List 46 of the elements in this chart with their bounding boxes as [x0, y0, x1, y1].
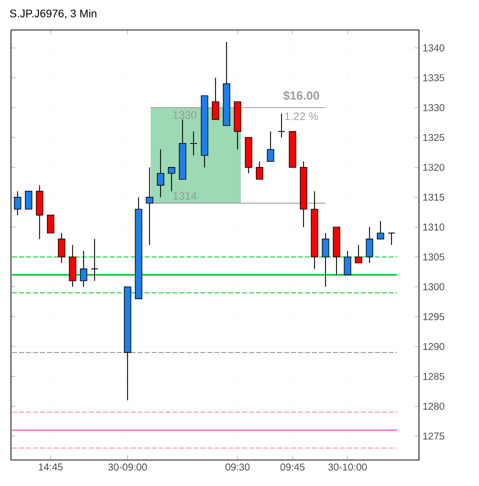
- y-tick-label: 1310: [423, 224, 444, 231]
- y-tick-label: 1275: [423, 432, 444, 440]
- candlestick: [156, 148, 164, 198]
- candlestick: [46, 214, 54, 234]
- annotation: 1314: [173, 192, 197, 200]
- candlestick: [146, 166, 154, 246]
- candlestick: [256, 160, 264, 180]
- candlestick: [212, 77, 220, 120]
- candlestick: [58, 232, 66, 264]
- y-tick-label: 1330: [423, 104, 444, 112]
- chart-title: S.JP.J6976, 3 Min: [10, 9, 96, 19]
- candlestick: [24, 190, 32, 210]
- candlestick: [322, 232, 330, 288]
- x-tick-label: 30-09:00: [108, 464, 147, 471]
- candlestick: [168, 166, 176, 192]
- x-tick-label: 09:30: [225, 464, 250, 471]
- x-tick-label: 30-10:00: [328, 464, 367, 471]
- candlestick: [344, 250, 352, 276]
- candlestick: [90, 238, 98, 282]
- candlestick: [354, 244, 362, 264]
- y-tick-label: 1295: [423, 313, 444, 320]
- candlestick: [376, 220, 384, 240]
- annotation: 1330: [173, 111, 197, 119]
- y-tick-label: 1280: [423, 402, 444, 410]
- annotation: 1.22 %: [285, 112, 318, 120]
- candlestick: [266, 131, 274, 162]
- candlestick: [190, 131, 198, 156]
- y-tick-label: 1290: [423, 343, 444, 350]
- y-tick-label: 1305: [423, 253, 444, 260]
- candlestick: [68, 244, 76, 288]
- x-tick-label: 14:45: [38, 464, 63, 470]
- candlestick: [36, 184, 44, 240]
- y-tick-label: 1315: [423, 194, 444, 201]
- candlestick: [366, 226, 374, 264]
- candlestick: [278, 113, 286, 138]
- y-tick-label: 1300: [423, 283, 444, 290]
- y-tick-label: 1340: [423, 44, 444, 52]
- candlestick: [14, 190, 22, 216]
- candlestick: [388, 232, 396, 246]
- candlestick: [80, 250, 88, 288]
- y-tick-label: 1285: [423, 372, 444, 380]
- y-tick-label: 1325: [423, 134, 444, 142]
- x-tick-label: 09:45: [280, 464, 305, 471]
- y-tick-label: 1335: [423, 74, 444, 82]
- annotation: $16.00: [283, 90, 320, 101]
- y-tick-label: 1320: [423, 164, 444, 171]
